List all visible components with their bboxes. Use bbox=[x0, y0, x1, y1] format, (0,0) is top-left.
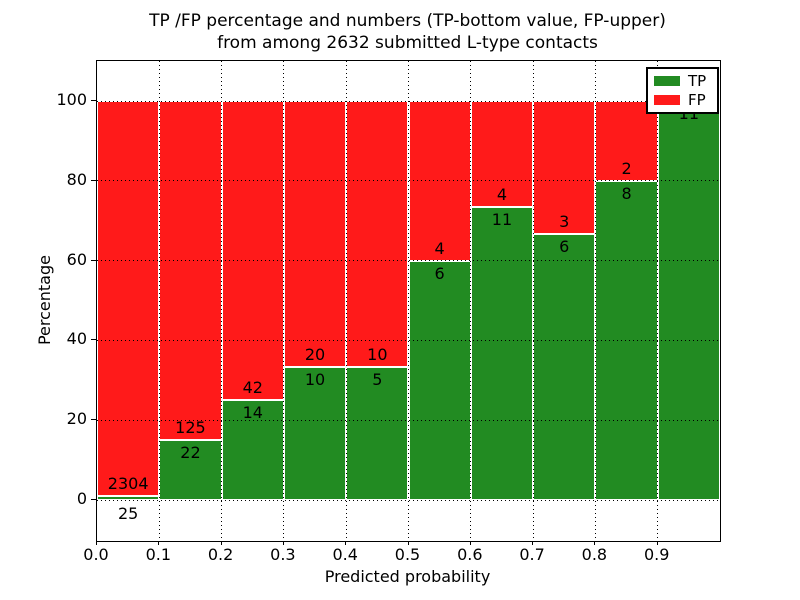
y-tick-40 bbox=[91, 339, 96, 341]
bar-tp-9 bbox=[657, 101, 720, 500]
y-axis-label: Percentage bbox=[35, 255, 54, 346]
x-tick-4 bbox=[345, 541, 347, 545]
x-tick-5 bbox=[407, 541, 409, 545]
bar-label-fp-1: 125 bbox=[175, 418, 206, 438]
y-tick-60 bbox=[91, 259, 96, 261]
bar-fp-6 bbox=[470, 101, 534, 208]
x-tick-2 bbox=[220, 541, 222, 545]
x-tick-3 bbox=[282, 541, 284, 545]
x-tick-6 bbox=[469, 541, 471, 545]
x-axis-label: Predicted probability bbox=[324, 567, 491, 586]
gridline-v-6 bbox=[470, 61, 472, 541]
bar-fp-0 bbox=[97, 101, 160, 496]
bar-tp-7 bbox=[533, 233, 596, 500]
bar-label-tp-6: 11 bbox=[491, 210, 513, 230]
bar-label-fp-3: 20 bbox=[304, 345, 326, 364]
bar-label-tp-3: 10 bbox=[304, 370, 326, 389]
y-tick-0 bbox=[91, 499, 96, 500]
bar-fp-1 bbox=[159, 101, 222, 441]
y-tick-label-40: 40 bbox=[66, 329, 87, 349]
bar-label-fp-0: 2304 bbox=[107, 473, 149, 493]
bar-tp-4 bbox=[346, 367, 409, 500]
bar-fp-8 bbox=[595, 101, 658, 181]
chart-title-line1: TP /FP percentage and numbers (TP-bottom… bbox=[149, 11, 666, 31]
plot-area: TP FP 230425125224214201010546411362811 bbox=[96, 60, 721, 542]
gridline-v-2 bbox=[221, 61, 223, 541]
x-tick-label-6: 0.6 bbox=[457, 545, 483, 564]
bar-fp-3 bbox=[283, 101, 347, 367]
x-tick-8 bbox=[594, 541, 596, 545]
bar-label-tp-1: 22 bbox=[180, 443, 201, 463]
legend-swatch-tp bbox=[654, 76, 680, 87]
legend-item-fp: FP bbox=[654, 92, 711, 108]
legend-item-tp: TP bbox=[654, 73, 711, 89]
gridline-v-3 bbox=[283, 61, 285, 541]
bar-label-fp-6: 4 bbox=[496, 185, 508, 205]
bar-label-fp-7: 3 bbox=[559, 211, 570, 231]
legend-swatch-fp bbox=[654, 94, 680, 105]
x-tick-9 bbox=[656, 541, 658, 545]
chart-title-line2: from among 2632 submitted L-type contact… bbox=[217, 33, 598, 53]
chart-title: TP /FP percentage and numbers (TP-bottom… bbox=[96, 10, 719, 54]
y-tick-label-100: 100 bbox=[56, 90, 87, 109]
x-tick-7 bbox=[532, 541, 534, 545]
gridline-v-1 bbox=[158, 61, 160, 541]
y-tick-label-80: 80 bbox=[66, 169, 87, 189]
legend: TP FP bbox=[646, 67, 719, 114]
x-tick-1 bbox=[158, 541, 160, 545]
x-tick-label-9: 0.9 bbox=[643, 545, 670, 564]
y-tick-20 bbox=[91, 419, 96, 421]
y-tick-label-20: 20 bbox=[66, 409, 87, 429]
bar-label-tp-8: 8 bbox=[621, 183, 632, 203]
x-tick-label-4: 0.4 bbox=[332, 545, 358, 564]
bar-label-fp-4: 10 bbox=[367, 345, 388, 364]
y-tick-80 bbox=[91, 179, 96, 181]
x-tick-label-8: 0.8 bbox=[581, 545, 608, 564]
y-tick-label-0: 0 bbox=[76, 489, 87, 508]
bar-label-tp-0: 25 bbox=[117, 504, 139, 523]
bar-tp-5 bbox=[408, 260, 471, 500]
bar-fp-4 bbox=[346, 101, 409, 367]
bar-label-tp-5: 6 bbox=[434, 263, 445, 283]
x-tick-label-0: 0.0 bbox=[83, 545, 109, 564]
bar-tp-2 bbox=[221, 400, 284, 500]
bar-label-tp-2: 14 bbox=[242, 403, 263, 423]
x-tick-0 bbox=[96, 541, 97, 545]
gridline-v-7 bbox=[532, 61, 534, 541]
bar-fp-2 bbox=[221, 101, 284, 401]
x-tick-label-3: 0.3 bbox=[270, 545, 296, 564]
bar-tp-1 bbox=[159, 440, 222, 500]
bar-label-tp-7: 6 bbox=[559, 236, 570, 256]
x-tick-label-1: 0.1 bbox=[145, 545, 172, 564]
bar-label-fp-5: 4 bbox=[434, 238, 445, 258]
bar-fp-7 bbox=[533, 101, 596, 234]
bar-label-fp-2: 42 bbox=[242, 378, 263, 398]
bar-label-tp-4: 5 bbox=[372, 370, 383, 389]
x-tick-label-7: 0.7 bbox=[519, 545, 545, 564]
gridline-v-4 bbox=[345, 61, 347, 541]
gridline-v-9 bbox=[657, 61, 659, 541]
y-tick-label-60: 60 bbox=[66, 249, 87, 269]
x-tick-label-2: 0.2 bbox=[207, 545, 234, 564]
y-tick-100 bbox=[91, 100, 96, 101]
gridline-v-8 bbox=[594, 61, 596, 541]
bar-tp-3 bbox=[283, 367, 347, 500]
x-tick-label-5: 0.5 bbox=[394, 545, 421, 564]
bar-label-fp-8: 2 bbox=[621, 158, 632, 178]
legend-label-fp: FP bbox=[688, 90, 706, 109]
gridline-v-5 bbox=[408, 61, 409, 541]
bar-tp-6 bbox=[470, 207, 534, 500]
bar-tp-0 bbox=[97, 495, 160, 500]
legend-label-tp: TP bbox=[688, 72, 707, 91]
